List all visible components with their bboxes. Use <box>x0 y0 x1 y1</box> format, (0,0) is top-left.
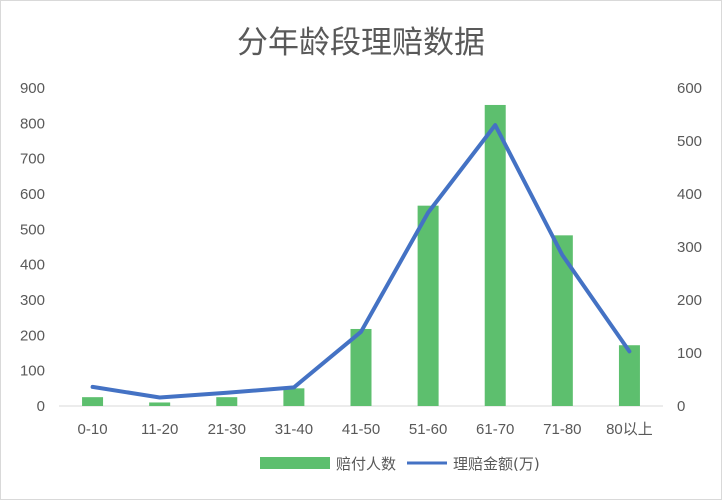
line-series <box>90 123 632 400</box>
bar <box>551 235 573 406</box>
chart-title: 分年龄段理赔数据 <box>237 25 485 61</box>
bar-series <box>82 104 640 407</box>
x-tick-label: 61-70 <box>476 421 514 438</box>
y-left-tick-label: 700 <box>20 151 45 168</box>
y-left-tick-label: 400 <box>20 257 45 274</box>
x-tick-label: 11-20 <box>141 421 178 438</box>
y-left-tick-label: 300 <box>20 292 45 309</box>
bar <box>149 402 171 406</box>
y-left-tick-label: 500 <box>20 221 45 238</box>
x-tick-label: 41-50 <box>342 421 380 438</box>
y-left-tick-label: 900 <box>20 80 45 97</box>
y-right-tick-label: 300 <box>677 239 702 256</box>
x-tick-label: 71-80 <box>543 421 581 438</box>
axes: 0 100 200 300 400 500 600 700 800 900 0 100 200 300 40… <box>20 80 702 438</box>
x-tick-label: 31-40 <box>275 421 313 438</box>
legend-swatch-bar <box>260 457 330 469</box>
bar <box>484 104 506 407</box>
y-right-tick-label: 600 <box>677 80 702 97</box>
y-left-tick-label: 100 <box>20 363 45 380</box>
x-tick-label: 0-10 <box>78 421 108 438</box>
legend: 赔付人数 理赔金额(万) <box>260 455 540 473</box>
y-right-tick-label: 400 <box>677 186 702 203</box>
x-tick-label: 80以上 <box>606 421 653 438</box>
y-left-tick-label: 0 <box>37 398 45 415</box>
bar <box>417 205 439 406</box>
bar <box>216 397 238 406</box>
y-left-tick-label: 600 <box>20 186 45 203</box>
y-right-tick-label: 200 <box>677 292 702 309</box>
y-left-tick-label: 800 <box>20 115 45 132</box>
y-right-tick-label: 0 <box>677 398 685 415</box>
y-right-tick-label: 500 <box>677 133 702 150</box>
bar <box>82 397 104 406</box>
bar <box>350 328 372 406</box>
legend-label-line: 理赔金额(万) <box>453 455 540 473</box>
y-right-tick-label: 100 <box>677 345 702 362</box>
bar <box>618 345 640 406</box>
x-tick-label: 51-60 <box>409 421 447 438</box>
legend-label-bar: 赔付人数 <box>336 455 396 473</box>
bar <box>283 388 305 406</box>
y-left-tick-label: 200 <box>20 327 45 344</box>
x-tick-label: 21-30 <box>208 421 246 438</box>
